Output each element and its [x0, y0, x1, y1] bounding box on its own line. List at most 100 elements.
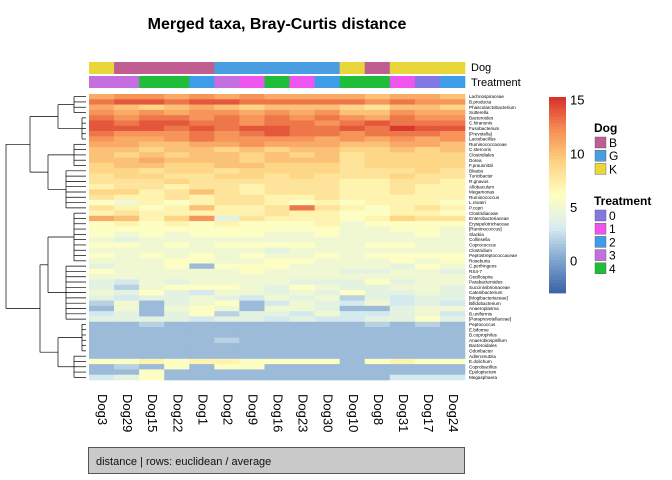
heatmap-cell — [364, 125, 391, 132]
heatmap-cell — [439, 173, 466, 180]
heatmap-cell — [289, 311, 315, 317]
row-label: Bacteroides — [469, 115, 494, 120]
color-key-segment — [549, 142, 566, 147]
heatmap-cell — [114, 263, 140, 270]
heatmap-cell — [89, 332, 115, 338]
row-label: Coprobacillus — [469, 364, 498, 369]
heatmap-cell — [314, 284, 340, 291]
heatmap-cell — [289, 157, 315, 164]
heatmap-cell — [439, 337, 466, 344]
row-label: B.coprophilus — [469, 333, 498, 338]
color-key-segment — [549, 286, 566, 291]
heatmap-cell — [314, 221, 340, 227]
heatmap-cell — [89, 311, 115, 317]
dog-annotation-cell — [264, 62, 290, 74]
heatmap-cell — [239, 353, 265, 360]
dog-legend-swatch — [594, 136, 607, 149]
heatmap-cell — [389, 242, 416, 248]
heatmap-cell — [89, 348, 115, 354]
heatmap-cell — [164, 342, 190, 349]
heatmap-cell — [114, 289, 140, 296]
treatment-legend-label: 3 — [609, 249, 616, 263]
heatmap-cell — [289, 284, 315, 291]
heatmap-cell — [339, 353, 366, 360]
heatmap-cell — [389, 274, 416, 280]
heatmap-cell — [364, 242, 391, 248]
heatmap-cell — [89, 274, 115, 280]
dog-legend-label: B — [609, 136, 617, 150]
heatmap-cell — [189, 94, 215, 100]
heatmap-cell — [339, 316, 366, 323]
heatmap-cell — [389, 321, 416, 328]
color-key-segment — [549, 198, 566, 202]
heatmap-cell — [214, 284, 240, 291]
color-key-segment — [549, 253, 566, 258]
heatmap-cell — [139, 189, 165, 195]
heatmap-cell — [139, 279, 165, 285]
heatmap-cell — [439, 162, 466, 169]
heatmap-cell — [239, 263, 265, 270]
heatmap-cell — [339, 120, 366, 127]
heatmap-cell — [264, 94, 290, 100]
heatmap-cell — [189, 168, 215, 174]
heatmap-cell — [339, 247, 366, 254]
row-label: Sutterella — [469, 110, 489, 115]
heatmap-cell — [389, 289, 416, 296]
row-label: Oscillospira — [469, 274, 493, 279]
heatmap-cell — [164, 109, 190, 116]
color-key-segment — [549, 289, 566, 294]
heatmap-cell — [414, 252, 441, 259]
heatmap-cell — [114, 364, 140, 370]
heatmap-cell — [439, 311, 466, 317]
heatmap-cell — [439, 115, 466, 121]
heatmap-cell — [414, 184, 441, 190]
heatmap-cell — [189, 337, 215, 344]
heatmap-cell — [264, 305, 290, 312]
color-key-segment — [549, 123, 566, 127]
heatmap-cell — [289, 337, 315, 344]
heatmap-cell — [314, 258, 340, 264]
treatment-annotation-cell — [114, 76, 140, 88]
treatment-annotation-cell — [339, 76, 366, 88]
heatmap-cell — [214, 237, 240, 243]
heatmap-cell — [414, 115, 441, 121]
column-labels: Dog3 Dog29 Dog15 Dog22 Dog1 Dog2 Dog9 Dog16 Dog2… — [95, 394, 461, 432]
heatmap-cell — [339, 210, 366, 217]
heatmap-cell — [189, 374, 215, 381]
heatmap-cell — [314, 226, 340, 233]
heatmap-cell — [89, 94, 115, 100]
heatmap-cell — [414, 215, 441, 222]
heatmap-cell — [314, 94, 340, 100]
heatmap-cell — [389, 237, 416, 243]
heatmap-cell — [314, 252, 340, 259]
heatmap-cell — [89, 300, 115, 307]
heatmap-cell — [439, 157, 466, 164]
annotation-label-dog: Dog — [471, 62, 491, 74]
heatmap-cell — [239, 258, 265, 264]
heatmap-cell — [114, 358, 140, 365]
heatmap-cell — [314, 189, 340, 195]
row-label: Blautia — [469, 168, 483, 173]
heatmap-cell — [414, 337, 441, 344]
color-key-segment — [549, 185, 566, 189]
heatmap-cell — [89, 173, 115, 180]
heatmap-cell — [264, 109, 290, 116]
color-key-segment — [549, 234, 566, 238]
heatmap-cell — [89, 242, 115, 248]
heatmap-cell — [139, 274, 165, 280]
heatmap-cell — [189, 342, 215, 349]
heatmap-cell — [339, 374, 366, 381]
heatmap-cell — [339, 131, 366, 137]
heatmap-cell — [414, 146, 441, 153]
heatmap-cell — [214, 168, 240, 174]
heatmap-cell — [414, 141, 441, 148]
heatmap-cell — [364, 364, 391, 370]
heatmap-cell — [89, 189, 115, 195]
heatmap-cell — [264, 300, 290, 307]
color-key-segment — [549, 276, 566, 281]
heatmap-cell — [239, 125, 265, 132]
heatmap-cell — [264, 247, 290, 254]
heatmap-cell — [264, 289, 290, 296]
heatmap-cell — [339, 141, 366, 148]
heatmap-cell — [89, 252, 115, 259]
